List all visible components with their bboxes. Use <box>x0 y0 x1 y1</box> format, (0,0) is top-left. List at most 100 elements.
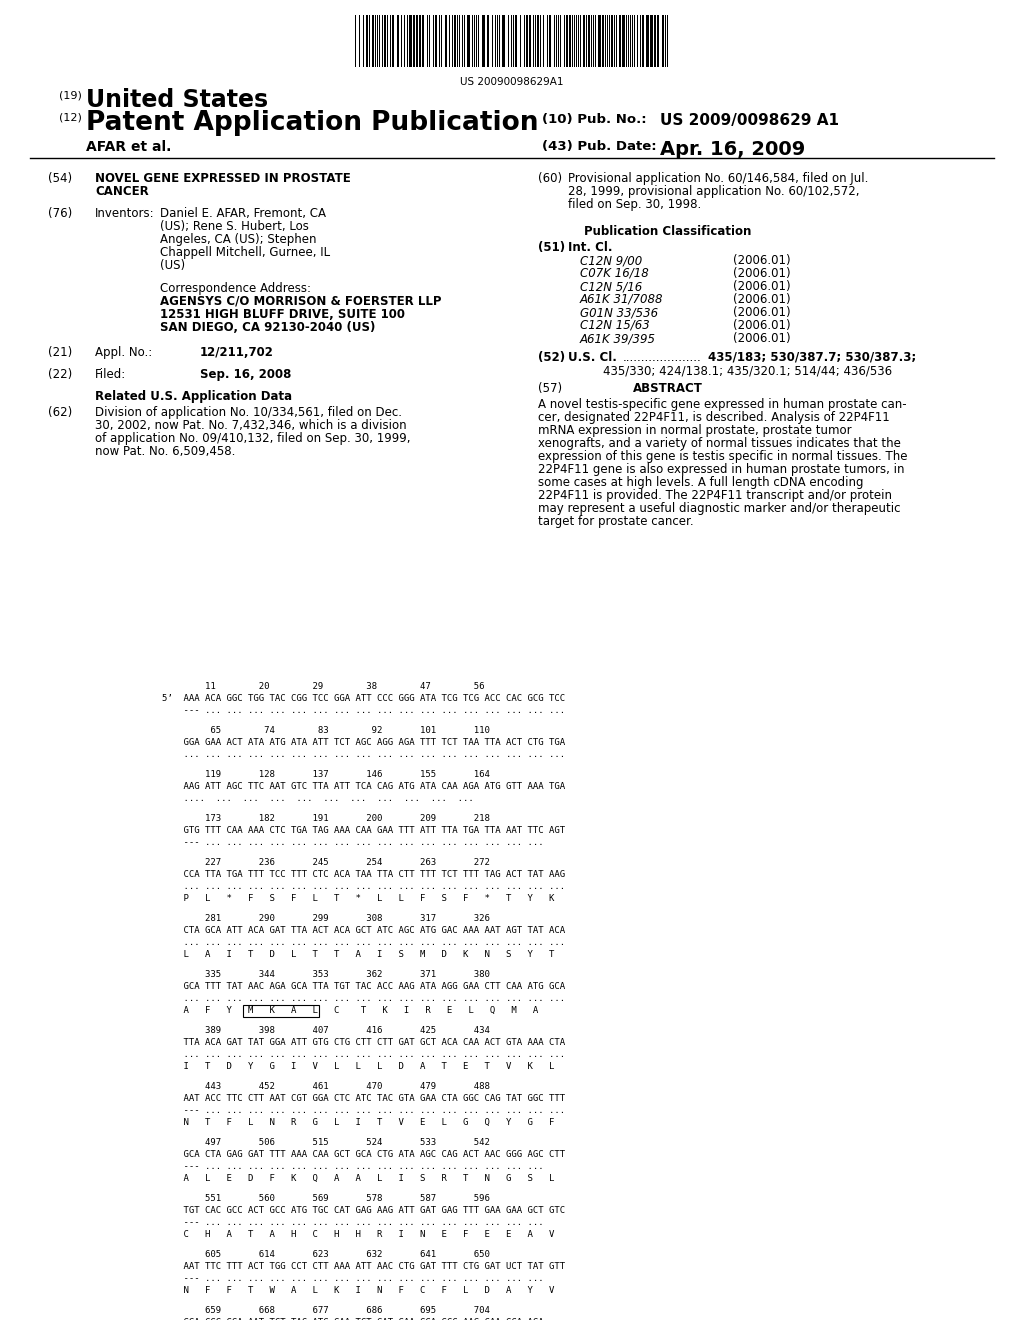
Bar <box>392 15 394 67</box>
Bar <box>549 15 551 67</box>
Bar <box>515 15 517 67</box>
Text: 119       128       137       146       155       164: 119 128 137 146 155 164 <box>162 770 489 779</box>
Bar <box>397 15 399 67</box>
Text: (12): (12) <box>59 114 82 123</box>
Text: 605       614       623       632       641       650: 605 614 623 632 641 650 <box>162 1250 489 1259</box>
Text: 551       560       569       578       587       596: 551 560 569 578 587 596 <box>162 1195 489 1203</box>
Text: (60): (60) <box>538 172 562 185</box>
Text: AAT TTC TTT ACT TGG CCT CTT AAA ATT AAC CTG GAT TTT CTG GAT UCT TAT GTT: AAT TTC TTT ACT TGG CCT CTT AAA ATT AAC … <box>162 1262 565 1271</box>
Text: C   H   A   T   A   H   C   H   H   R   I   N   E   F   E   E   A   V: C H A T A H C H H R I N E F E E A V <box>162 1230 554 1239</box>
Text: (2006.01): (2006.01) <box>733 306 791 319</box>
Text: now Pat. No. 6,509,458.: now Pat. No. 6,509,458. <box>95 445 236 458</box>
Text: Filed:: Filed: <box>95 368 126 381</box>
Bar <box>413 15 415 67</box>
Text: Daniel E. AFAR, Fremont, CA: Daniel E. AFAR, Fremont, CA <box>160 207 326 220</box>
Text: ... ... ... ... ... ... ... ... ... ... ... ... ... ... ... ... ... ...: ... ... ... ... ... ... ... ... ... ... … <box>162 882 565 891</box>
Text: AAT ACC TTC CTT AAT CGT GGA CTC ATC TAC GTA GAA CTA GGC CAG TAT GGC TTT: AAT ACC TTC CTT AAT CGT GGA CTC ATC TAC … <box>162 1094 565 1104</box>
Text: Apr. 16, 2009: Apr. 16, 2009 <box>660 140 805 158</box>
Text: AGENSYS C/O MORRISON & FOERSTER LLP: AGENSYS C/O MORRISON & FOERSTER LLP <box>160 294 441 308</box>
Text: Related U.S. Application Data: Related U.S. Application Data <box>95 389 292 403</box>
Text: C12N 5/16: C12N 5/16 <box>580 280 642 293</box>
Text: N   F   F   T   W   A   L   K   I   N   F   C   F   L   D   A   Y   V: N F F T W A L K I N F C F L D A Y V <box>162 1286 554 1295</box>
Bar <box>526 15 528 67</box>
Text: GGA GAA ACT ATA ATG ATA ATT TCT AGC AGG AGA TTT TCT TAA TTA ACT CTG TGA: GGA GAA ACT ATA ATG ATA ATT TCT AGC AGG … <box>162 738 565 747</box>
Bar <box>372 15 374 67</box>
Bar <box>529 15 531 67</box>
Bar <box>422 15 424 67</box>
Text: N   T   F   L   N   R   G   L   I   T   V   E   L   G   Q   Y   G   F: N T F L N R G L I T V E L G Q Y G F <box>162 1118 554 1127</box>
Text: CANCER: CANCER <box>95 185 148 198</box>
Text: xenografts, and a variety of normal tissues indicates that the: xenografts, and a variety of normal tiss… <box>538 437 901 450</box>
Text: Provisional application No. 60/146,584, filed on Jul.: Provisional application No. 60/146,584, … <box>568 172 868 185</box>
Text: may represent a useful diagnostic marker and/or therapeutic: may represent a useful diagnostic marker… <box>538 502 900 515</box>
Text: GCA CTA GAG GAT TTT AAA CAA GCT GCA CTG ATA AGC CAG ACT AAC GGG AGC CTT: GCA CTA GAG GAT TTT AAA CAA GCT GCA CTG … <box>162 1150 565 1159</box>
Bar <box>416 15 418 67</box>
Text: Sep. 16, 2008: Sep. 16, 2008 <box>200 368 292 381</box>
Bar <box>467 15 470 67</box>
Text: Chappell Mitchell, Gurnee, IL: Chappell Mitchell, Gurnee, IL <box>160 246 330 259</box>
Text: (2006.01): (2006.01) <box>733 267 791 280</box>
Text: (51): (51) <box>538 242 565 253</box>
Text: AFAR et al.: AFAR et al. <box>86 140 171 154</box>
Text: (2006.01): (2006.01) <box>733 253 791 267</box>
Bar <box>566 15 568 67</box>
Text: (54): (54) <box>48 172 72 185</box>
Text: 227       236       245       254       263       272: 227 236 245 254 263 272 <box>162 858 489 867</box>
Bar <box>537 15 539 67</box>
Text: (US); Rene S. Hubert, Los: (US); Rene S. Hubert, Los <box>160 220 309 234</box>
Text: A61K 31/7088: A61K 31/7088 <box>580 293 664 306</box>
Text: 389       398       407       416       425       434: 389 398 407 416 425 434 <box>162 1026 489 1035</box>
Text: 12531 HIGH BLUFF DRIVE, SUITE 100: 12531 HIGH BLUFF DRIVE, SUITE 100 <box>160 308 406 321</box>
Text: A   F   Y   M   K   A   L   C    T   K   I   R   E   L   Q   M   A: A F Y M K A L C T K I R E L Q M A <box>162 1006 539 1015</box>
Text: Correspondence Address:: Correspondence Address: <box>160 282 311 294</box>
Text: Publication Classification: Publication Classification <box>585 224 752 238</box>
Bar <box>569 15 571 67</box>
Text: (22): (22) <box>48 368 73 381</box>
Text: 659       668       677       686       695       704: 659 668 677 686 695 704 <box>162 1305 489 1315</box>
Text: (2006.01): (2006.01) <box>733 293 791 306</box>
Text: 435/330; 424/138.1; 435/320.1; 514/44; 436/536: 435/330; 424/138.1; 435/320.1; 514/44; 4… <box>603 364 892 378</box>
Text: L   A   I   T   D   L   T   T   A   I   S   M   D   K   N   S   Y   T: L A I T D L T T A I S M D K N S Y T <box>162 950 554 960</box>
Text: NOVEL GENE EXPRESSED IN PROSTATE: NOVEL GENE EXPRESSED IN PROSTATE <box>95 172 351 185</box>
Bar <box>598 15 601 67</box>
Text: GGA CGG GGA AAT TCT TAC ATG GAA TCT GAT GAA GGA GCC AAG CAA GCA AGA: GGA CGG GGA AAT TCT TAC ATG GAA TCT GAT … <box>162 1317 544 1320</box>
Text: C07K 16/18: C07K 16/18 <box>580 267 649 280</box>
Text: U.S. Cl.: U.S. Cl. <box>568 351 616 364</box>
Text: 28, 1999, provisional application No. 60/102,572,: 28, 1999, provisional application No. 60… <box>568 185 859 198</box>
Text: 5’  AAA ACA GGC TGG TAC CGG TCC GGA ATT CCC GGG ATA TCG TCG ACC CAC GCG TCC: 5’ AAA ACA GGC TGG TAC CGG TCC GGA ATT C… <box>162 694 565 704</box>
Text: 22P4F11 is provided. The 22P4F11 transcript and/or protein: 22P4F11 is provided. The 22P4F11 transcr… <box>538 488 892 502</box>
Bar <box>482 15 485 67</box>
Text: TTA ACA GAT TAT GGA ATT GTG CTG CTT CTT GAT GCT ACA CAA ACT GTA AAA CTA: TTA ACA GAT TAT GGA ATT GTG CTG CTT CTT … <box>162 1038 565 1047</box>
Text: (19): (19) <box>59 91 82 102</box>
Text: --- ... ... ... ... ... ... ... ... ... ... ... ... ... ... ... ...: --- ... ... ... ... ... ... ... ... ... … <box>162 1218 544 1228</box>
Text: (43) Pub. Date:: (43) Pub. Date: <box>542 140 656 153</box>
Bar <box>642 15 644 67</box>
Text: C12N 9/00: C12N 9/00 <box>580 253 642 267</box>
Text: cer, designated 22P4F11, is described. Analysis of 22P4F11: cer, designated 22P4F11, is described. A… <box>538 411 890 424</box>
Text: --- ... ... ... ... ... ... ... ... ... ... ... ... ... ... ... ...: --- ... ... ... ... ... ... ... ... ... … <box>162 1274 544 1283</box>
Text: ....  ...  ...  ...  ...  ...  ...  ...  ...  ...  ...: .... ... ... ... ... ... ... ... ... ...… <box>162 795 474 803</box>
Text: GCA TTT TAT AAC AGA GCA TTA TGT TAC ACC AAG ATA AGG GAA CTT CAA ATG GCA: GCA TTT TAT AAC AGA GCA TTA TGT TAC ACC … <box>162 982 565 991</box>
Text: 12/211,702: 12/211,702 <box>200 346 273 359</box>
Text: 497       506       515       524       533       542: 497 506 515 524 533 542 <box>162 1138 489 1147</box>
Text: 335       344       353       362       371       380: 335 344 353 362 371 380 <box>162 970 489 979</box>
Text: (US): (US) <box>160 259 185 272</box>
Text: some cases at high levels. A full length cDNA encoding: some cases at high levels. A full length… <box>538 477 863 488</box>
Bar <box>435 15 437 67</box>
Text: --- ... ... ... ... ... ... ... ... ... ... ... ... ... ... ... ...: --- ... ... ... ... ... ... ... ... ... … <box>162 1162 544 1171</box>
Text: 11        20        29        38        47        56: 11 20 29 38 47 56 <box>162 682 484 690</box>
Bar <box>622 15 625 67</box>
Bar <box>487 15 489 67</box>
Text: --- ... ... ... ... ... ... ... ... ... ... ... ... ... ... ... ... ...: --- ... ... ... ... ... ... ... ... ... … <box>162 1106 565 1115</box>
Bar <box>602 15 604 67</box>
Bar <box>618 15 621 67</box>
Text: --- ... ... ... ... ... ... ... ... ... ... ... ... ... ... ... ... ...: --- ... ... ... ... ... ... ... ... ... … <box>162 706 565 715</box>
Text: GTG TTT CAA AAA CTC TGA TAG AAA CAA GAA TTT ATT TTA TGA TTA AAT TTC AGT: GTG TTT CAA AAA CTC TGA TAG AAA CAA GAA … <box>162 826 565 836</box>
Text: 30, 2002, now Pat. No. 7,432,346, which is a division: 30, 2002, now Pat. No. 7,432,346, which … <box>95 418 407 432</box>
Bar <box>502 15 505 67</box>
Text: (21): (21) <box>48 346 73 359</box>
Bar <box>454 15 456 67</box>
Text: US 2009/0098629 A1: US 2009/0098629 A1 <box>660 114 839 128</box>
Text: ... ... ... ... ... ... ... ... ... ... ... ... ... ... ... ... ... ...: ... ... ... ... ... ... ... ... ... ... … <box>162 1049 565 1059</box>
Text: ... ... ... ... ... ... ... ... ... ... ... ... ... ... ... ... ... ...: ... ... ... ... ... ... ... ... ... ... … <box>162 750 565 759</box>
